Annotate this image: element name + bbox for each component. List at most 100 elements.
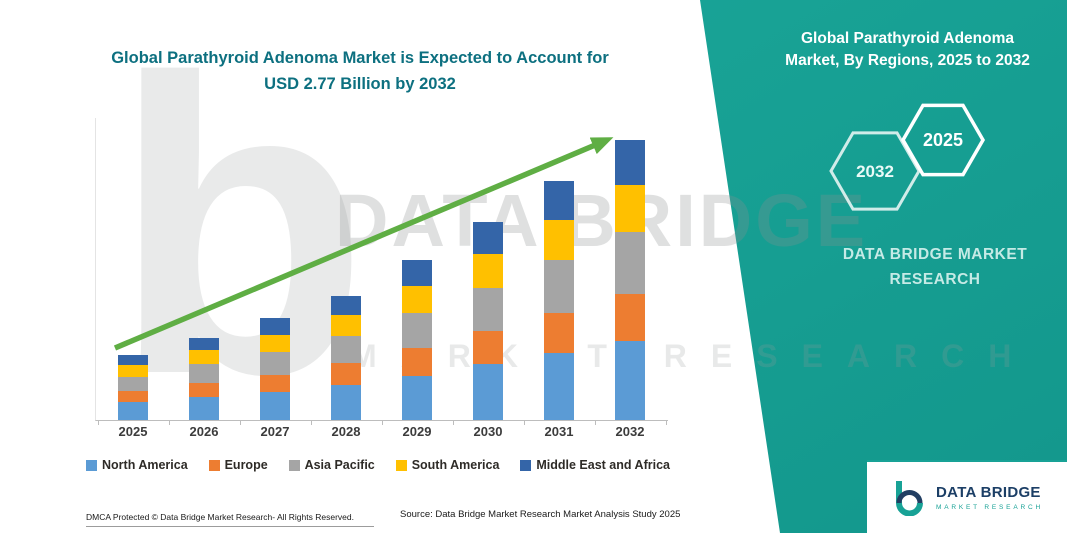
bar-segment-south-america — [402, 285, 432, 313]
hexagon-2025-badge — [900, 103, 986, 177]
legend-swatch-europe — [208, 459, 220, 471]
legend-label: Europe — [224, 458, 268, 472]
legend-label: South America — [411, 458, 500, 472]
hexagon-2032-label: 2032 — [856, 162, 894, 181]
bar-segment-europe — [260, 374, 290, 392]
source-note: Source: Data Bridge Market Research Mark… — [400, 509, 681, 520]
bar-segment-asia-pacific — [615, 232, 645, 294]
x-axis-tick — [452, 421, 454, 425]
bar-segment-middle-east-and-africa — [544, 180, 574, 220]
dmca-notice: DMCA Protected © Data Bridge Market Rese… — [86, 512, 354, 522]
bar-segment-north-america — [402, 375, 432, 420]
legend-label: Asia Pacific — [304, 458, 375, 472]
bar-segment-asia-pacific — [118, 376, 148, 391]
bar-segment-europe — [331, 363, 361, 385]
chart-title-line2: USD 2.77 Billion by 2032 — [264, 74, 456, 93]
legend-item-middle-east-and-africa: Middle East and Africa — [520, 458, 670, 472]
x-axis-tick — [381, 421, 383, 425]
bar-segment-middle-east-and-africa — [473, 221, 503, 255]
bar-segment-north-america — [544, 353, 574, 420]
bar-segment-south-america — [473, 254, 503, 288]
bar-segment-middle-east-and-africa — [331, 295, 361, 315]
bar-segment-europe — [615, 293, 645, 342]
x-axis-tick — [310, 421, 312, 425]
stacked-bar-2027 — [260, 317, 290, 420]
panel-brand-line1: DATA BRIDGE MARKET — [842, 246, 1028, 263]
x-axis-tick — [168, 421, 170, 425]
bar-segment-middle-east-and-africa — [260, 317, 290, 336]
data-bridge-logo-icon — [896, 480, 924, 516]
bar-segment-north-america — [189, 396, 219, 420]
legend-item-north-america: North America — [86, 458, 188, 472]
x-axis-label-2029: 2029 — [402, 424, 432, 439]
bar-segment-south-america — [331, 314, 361, 337]
legend-item-europe: Europe — [208, 458, 268, 472]
bar-segment-middle-east-and-africa — [118, 355, 148, 366]
bar-segment-south-america — [189, 350, 219, 365]
x-axis-tick — [594, 421, 596, 425]
x-axis-tick — [239, 421, 241, 425]
bar-segment-middle-east-and-africa — [189, 338, 219, 351]
bar-segment-europe — [402, 348, 432, 376]
footer-divider — [86, 526, 374, 527]
hexagon-2025-label: 2025 — [923, 130, 963, 150]
bar-segment-asia-pacific — [189, 364, 219, 383]
stacked-bar-2032 — [615, 140, 645, 420]
x-axis-label-2026: 2026 — [189, 424, 219, 439]
legend-label: Middle East and Africa — [536, 458, 670, 472]
stacked-bar-2026 — [189, 338, 219, 420]
logo-subtitle: MARKET RESEARCH — [936, 504, 1043, 511]
x-axis-label-2027: 2027 — [260, 424, 290, 439]
chart-title: Global Parathyroid Adenoma Market is Exp… — [80, 46, 640, 97]
panel-brand-line2: RESEARCH — [889, 270, 981, 288]
chart-title-line1: Global Parathyroid Adenoma Market is Exp… — [111, 49, 609, 67]
bar-segment-europe — [544, 312, 574, 354]
bar-segment-asia-pacific — [331, 336, 361, 364]
bar-segment-north-america — [118, 401, 148, 420]
bar-segment-south-america — [615, 184, 645, 233]
legend-item-south-america: South America — [395, 458, 500, 472]
stacked-bar-2029 — [402, 260, 432, 420]
bar-segment-north-america — [331, 384, 361, 420]
logo-text: DATA BRIDGE MARKET RESEARCH — [936, 484, 1043, 511]
panel-brand-text: DATA BRIDGE MARKET RESEARCH — [805, 243, 1065, 293]
bar-segment-north-america — [260, 391, 290, 420]
x-axis-label-2028: 2028 — [331, 424, 361, 439]
logo-name: DATA BRIDGE — [936, 484, 1041, 501]
bar-segment-asia-pacific — [473, 287, 503, 332]
stacked-bar-2025 — [118, 355, 148, 420]
legend-item-asia-pacific: Asia Pacific — [288, 458, 375, 472]
x-axis-tick — [97, 421, 99, 425]
bar-segment-north-america — [473, 364, 503, 420]
bar-segment-europe — [189, 382, 219, 397]
x-axis-tick — [523, 421, 525, 425]
panel-title-line1: Global Parathyroid Adenoma — [800, 30, 1015, 47]
legend-swatch-south-america — [395, 459, 407, 471]
panel-title: Global Parathyroid Adenoma Market, By Re… — [765, 28, 1050, 73]
bar-segment-middle-east-and-africa — [615, 140, 645, 185]
bar-segment-asia-pacific — [544, 260, 574, 313]
stacked-bar-2030 — [473, 221, 503, 420]
stacked-bar-chart: 2025 2026 2027 2028 2029 2030 2031 2032 — [95, 118, 668, 439]
bar-segment-middle-east-and-africa — [402, 260, 432, 286]
x-axis-label-2031: 2031 — [544, 424, 574, 439]
bar-segment-south-america — [118, 365, 148, 377]
hexagon-year-badges: 2032 2025 — [829, 103, 986, 211]
chart-legend: North America Europe Asia Pacific South Ame… — [86, 458, 670, 472]
legend-swatch-middle-east-and-africa — [520, 459, 532, 471]
legend-swatch-asia-pacific — [288, 459, 300, 471]
stacked-bar-2031 — [544, 180, 574, 420]
x-axis-label-2030: 2030 — [473, 424, 503, 439]
data-bridge-logo: DATA BRIDGE MARKET RESEARCH — [867, 460, 1067, 533]
legend-label: North America — [102, 458, 188, 472]
bar-segment-europe — [473, 331, 503, 365]
panel-title-line2: Market, By Regions, 2025 to 2032 — [785, 52, 1030, 70]
stacked-bar-2028 — [331, 295, 361, 420]
bar-segment-north-america — [615, 341, 645, 420]
bar-segment-south-america — [260, 335, 290, 353]
bar-segment-asia-pacific — [402, 312, 432, 349]
x-axis-label-2025: 2025 — [118, 424, 148, 439]
x-axis-label-2032: 2032 — [615, 424, 645, 439]
x-axis-tick — [665, 421, 667, 425]
